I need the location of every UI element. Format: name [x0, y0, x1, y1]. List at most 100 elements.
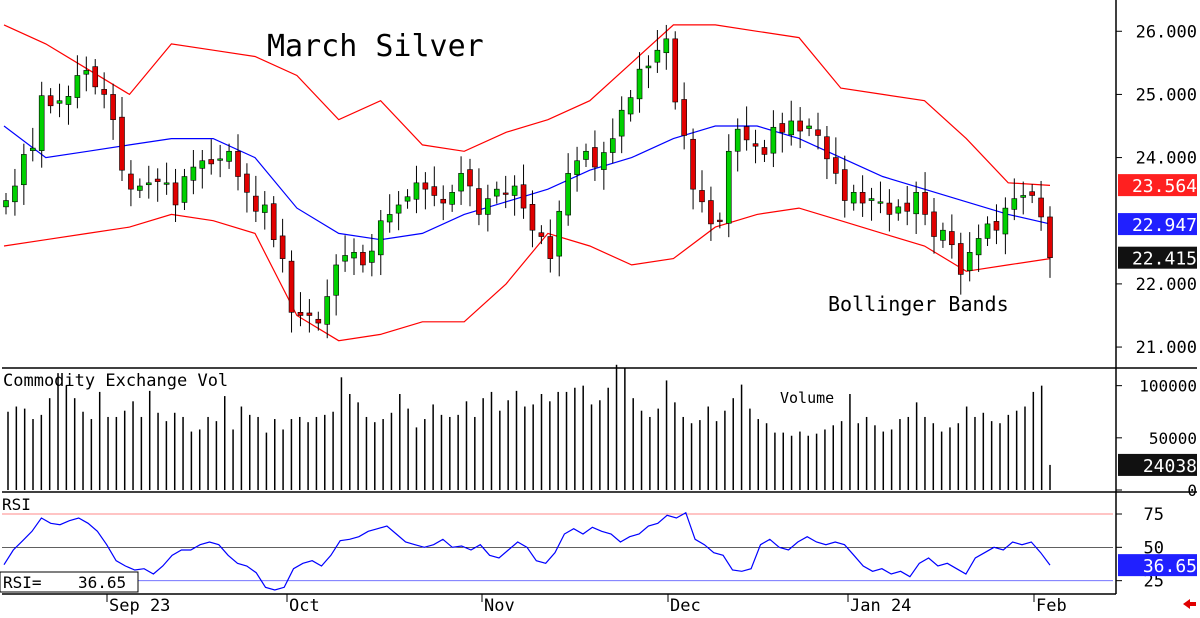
candle-down — [154, 168, 161, 202]
candle-up — [725, 134, 732, 238]
candle-down — [547, 219, 554, 273]
candle-up — [413, 165, 420, 214]
candle-body — [966, 252, 973, 271]
candle-body — [119, 116, 125, 171]
bollinger-annotation: Bollinger Bands — [828, 292, 1009, 316]
candle-body — [743, 126, 750, 141]
candle-body — [306, 312, 313, 316]
candle-up — [217, 144, 223, 178]
panel-frames — [2, 0, 1197, 595]
candle-down — [288, 250, 295, 333]
candle-body — [1029, 191, 1035, 196]
rsi-tick-label: 75 — [1144, 505, 1164, 525]
x-axis-label: Sep 23 — [109, 596, 170, 616]
candle-body — [538, 232, 545, 237]
candle-body — [377, 220, 384, 256]
candle-down — [101, 72, 107, 109]
candle-body — [422, 182, 429, 190]
candle-down — [1047, 206, 1053, 278]
candle-down — [360, 244, 366, 273]
candle-body — [56, 100, 63, 104]
price-flag: 22.415 — [1132, 249, 1197, 270]
candle-down — [752, 129, 759, 164]
candle-body — [92, 66, 99, 88]
candle-down — [824, 126, 830, 180]
candle-down — [797, 107, 803, 149]
candle-up — [627, 90, 634, 122]
chart-title: March Silver — [267, 29, 484, 64]
candle-body — [485, 198, 491, 215]
candle-up — [984, 216, 991, 246]
x-axis-label: Jan 24 — [850, 596, 911, 616]
candle-body — [984, 223, 991, 239]
candle-body — [172, 182, 179, 206]
volume-flag: 24038 — [1143, 456, 1197, 477]
candle-body — [627, 97, 634, 115]
candle-up — [966, 232, 973, 282]
candle-up — [404, 189, 411, 209]
candle-down — [279, 218, 286, 273]
price-flag: 22.947 — [1132, 215, 1197, 236]
candle-body — [226, 150, 232, 162]
candle-up — [21, 143, 27, 205]
candle-body — [601, 152, 607, 170]
price-flag: 23.564 — [1132, 176, 1197, 197]
candle-body — [29, 147, 36, 151]
candle-up — [324, 279, 331, 339]
volume-flag-bg — [1118, 453, 1197, 476]
candle-up — [145, 165, 152, 199]
candle-up — [261, 191, 268, 230]
candle-body — [154, 178, 161, 182]
rsi-flag: 36.65 — [1143, 556, 1197, 577]
candle-body — [904, 202, 911, 212]
candle-down — [422, 172, 429, 210]
candle-up — [449, 184, 455, 212]
candle-up — [226, 143, 232, 169]
candle-body — [208, 159, 215, 165]
candle-up — [369, 234, 375, 277]
candle-up — [493, 181, 500, 204]
candle-down — [957, 232, 964, 295]
candle-up — [806, 118, 812, 137]
candle-down — [1038, 180, 1044, 231]
candle-up — [565, 153, 571, 226]
candle-up — [770, 110, 777, 168]
candle-body — [235, 150, 241, 177]
candle-body — [618, 109, 625, 137]
candle-body — [672, 38, 679, 103]
price-flag-bg — [1118, 174, 1197, 197]
candle-body — [940, 229, 946, 241]
candle-down — [270, 196, 277, 248]
candle-up — [654, 30, 661, 73]
candle-up — [734, 118, 741, 172]
scroll-left-arrow-icon[interactable] — [1183, 599, 1196, 609]
volume-tick-label: 50000 — [1149, 429, 1197, 448]
volume-panel-title: Commodity Exchange Vol — [3, 371, 228, 391]
candle-body — [163, 182, 170, 185]
candle-body — [913, 192, 919, 215]
rsi-line — [3, 511, 1051, 591]
price-flag-bg — [1118, 246, 1197, 269]
candle-down — [315, 311, 322, 331]
candle-down — [502, 175, 509, 209]
bollinger-bands — [3, 24, 1051, 342]
candle-up — [342, 235, 348, 272]
candle-body — [395, 204, 402, 214]
candle-up — [181, 168, 188, 210]
candle-up — [395, 191, 402, 231]
candle-down — [931, 198, 937, 254]
candle-up — [458, 156, 464, 205]
rsi-tick-label: 25 — [1144, 572, 1164, 592]
candle-up — [601, 141, 607, 190]
candle-down — [761, 139, 768, 162]
candle-down — [904, 186, 911, 226]
candle-up — [83, 56, 90, 92]
x-axis-label: Nov — [484, 596, 515, 616]
candle-down — [520, 164, 527, 219]
candle-down — [119, 96, 125, 181]
candle-body — [583, 150, 589, 160]
candle-down — [440, 185, 447, 221]
candle-body — [360, 252, 366, 266]
candle-body — [663, 38, 670, 54]
